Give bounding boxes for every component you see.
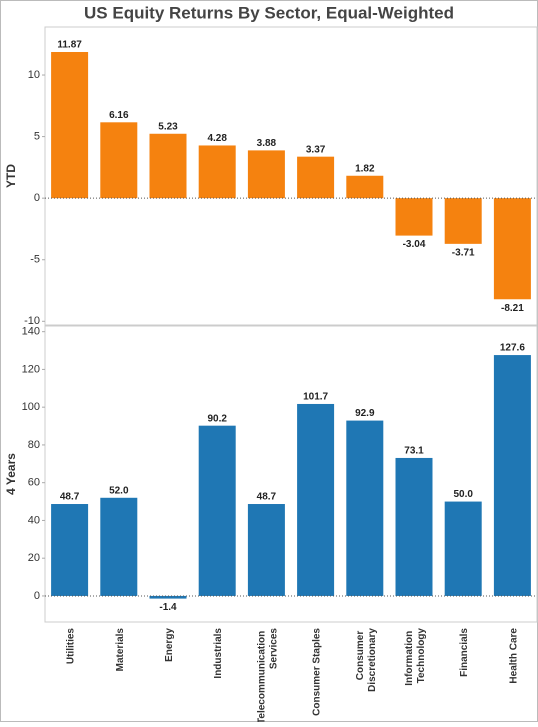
x-tick-label: Utilities xyxy=(66,628,77,665)
value-label: -3.71 xyxy=(452,247,475,258)
bar xyxy=(297,156,335,199)
value-label: 127.6 xyxy=(500,343,525,354)
x-tick-label: Consumer Staples xyxy=(312,628,323,716)
value-label: 90.2 xyxy=(207,413,227,424)
value-label: 4.28 xyxy=(207,133,227,144)
value-label: -8.21 xyxy=(501,303,524,314)
bar xyxy=(149,133,187,199)
x-tick-label: Consumer Discretionary xyxy=(355,628,378,692)
y-tick-label: -5 xyxy=(30,254,40,266)
chart-title: US Equity Returns By Sector, Equal-Weigh… xyxy=(84,3,454,22)
bar xyxy=(297,403,335,596)
bar xyxy=(346,175,384,199)
bar xyxy=(51,51,89,199)
bar xyxy=(395,198,433,236)
x-tick-label: Health Care xyxy=(508,628,519,684)
y-tick-label: 20 xyxy=(28,552,40,564)
value-label: 73.1 xyxy=(404,446,424,457)
x-tick-label: Energy xyxy=(164,628,175,662)
panel-border xyxy=(44,325,538,623)
value-label: 101.7 xyxy=(303,392,328,403)
y-tick-label: 5 xyxy=(34,131,40,143)
x-tick-label: Financials xyxy=(459,628,470,677)
x-tick-label: Information Technology xyxy=(404,628,427,686)
y-tick-label: 0 xyxy=(34,192,40,204)
panel-border xyxy=(44,26,538,326)
bar xyxy=(198,145,236,199)
y-tick-label: 0 xyxy=(34,590,40,602)
bar xyxy=(346,420,384,596)
y-tick-label: -10 xyxy=(24,315,40,327)
value-label: 50.0 xyxy=(453,489,473,500)
y-tick-label: 10 xyxy=(28,69,40,81)
value-label: 6.16 xyxy=(109,110,129,121)
y-tick-label: 140 xyxy=(22,326,40,338)
bar xyxy=(100,497,138,596)
bar xyxy=(149,595,187,599)
bar xyxy=(198,425,236,596)
bar xyxy=(493,198,531,300)
y-axis-label: 4 Years xyxy=(4,453,18,495)
value-label: 1.82 xyxy=(355,163,375,174)
x-tick-label: Industrials xyxy=(213,628,224,679)
y-tick-label: 60 xyxy=(28,477,40,489)
bar xyxy=(100,122,138,199)
value-label: 11.87 xyxy=(57,40,82,51)
x-tick-label: Telecommunication Services xyxy=(256,628,279,722)
value-label: -1.4 xyxy=(159,602,177,613)
value-label: 3.88 xyxy=(257,138,277,149)
y-tick-label: 80 xyxy=(28,439,40,451)
bar xyxy=(247,150,285,199)
y-axis-label: YTD xyxy=(4,164,18,188)
value-label: 48.7 xyxy=(60,492,80,503)
value-label: -3.04 xyxy=(403,239,426,250)
y-tick-label: 100 xyxy=(22,401,40,413)
value-label: 52.0 xyxy=(109,485,129,496)
x-tick-label: Materials xyxy=(115,628,126,672)
bar xyxy=(444,198,482,244)
bar xyxy=(247,504,285,596)
bar xyxy=(444,501,482,596)
y-tick-label: 40 xyxy=(28,514,40,526)
value-label: 5.23 xyxy=(158,121,178,132)
value-label: 3.37 xyxy=(306,144,326,155)
bar xyxy=(395,457,433,596)
bar xyxy=(493,355,531,596)
value-label: 48.7 xyxy=(257,492,277,503)
bar xyxy=(51,504,89,596)
value-label: 92.9 xyxy=(355,408,375,419)
y-tick-label: 120 xyxy=(22,363,40,375)
